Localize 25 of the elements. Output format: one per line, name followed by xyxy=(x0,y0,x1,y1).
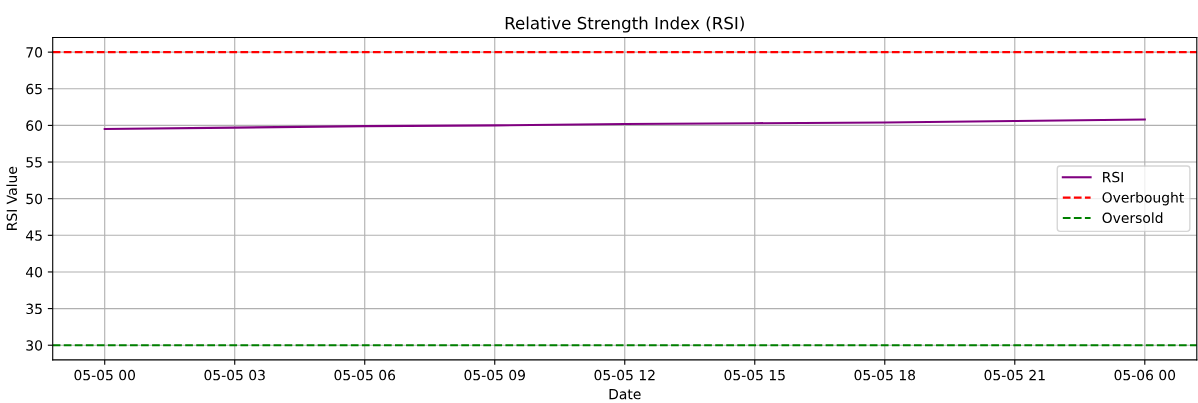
x-tick-label: 05-05 00 xyxy=(74,369,136,381)
y-tick-label: 30 xyxy=(26,340,43,351)
y-axis-title: RSI Value xyxy=(6,166,18,230)
x-tick-label: 05-05 06 xyxy=(334,369,396,381)
y-tick-label: 35 xyxy=(26,303,42,315)
x-tick-label: 05-05 18 xyxy=(854,369,916,381)
legend-label: Overbought xyxy=(1102,191,1184,206)
chart-title: Relative Strength Index (RSI) xyxy=(505,16,744,33)
x-tick-label: 05-05 21 xyxy=(984,369,1045,381)
y-tick-label: 50 xyxy=(26,193,43,205)
y-tick-label: 40 xyxy=(26,266,43,278)
y-tick-label: 60 xyxy=(26,120,43,131)
y-tick-label: 65 xyxy=(26,83,42,95)
x-tick-label: 05-05 12 xyxy=(594,369,655,381)
y-tick-label: 55 xyxy=(26,157,42,168)
line-series xyxy=(103,118,1146,131)
x-tick-label: 05-05 15 xyxy=(724,369,785,381)
legend-label: RSI xyxy=(1103,171,1123,183)
x-tick-label: 05-05 03 xyxy=(204,369,265,381)
legend-label: Oversold xyxy=(1102,212,1163,224)
y-tick-label: 70 xyxy=(26,47,43,58)
y-tick-label: 45 xyxy=(26,230,42,241)
x-axis-title: Date xyxy=(609,389,641,400)
x-tick-label: 05-05 09 xyxy=(464,369,525,381)
x-tick-label: 05-06 00 xyxy=(1114,369,1176,381)
